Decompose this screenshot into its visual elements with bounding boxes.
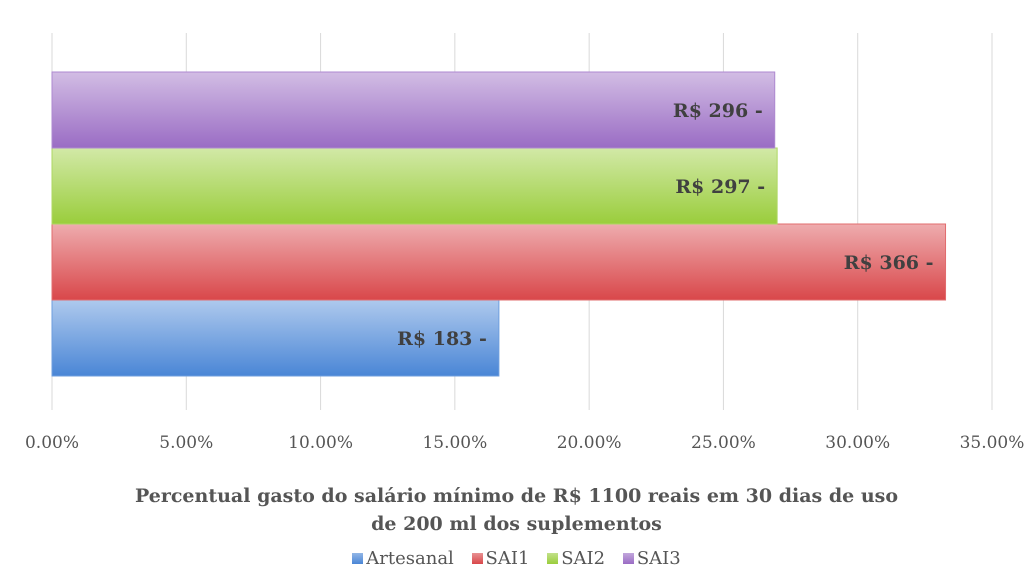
x-tick-label: 35.00% (960, 433, 1025, 453)
bar-sai1 (51, 223, 947, 301)
bar-label-sai1: R$ 366 - (844, 252, 934, 274)
bar-chart: R$ 183 - R$ 366 - R$ 297 - R$ 296 - 0.00% 5.… (25, 33, 1024, 453)
bar-label-sai3: R$ 296 - (673, 100, 763, 122)
legend-label-artesanal: Artesanal (366, 548, 454, 569)
legend: Artesanal SAI1 SAI2 SAI3 (0, 548, 1033, 569)
legend-swatch-artesanal (352, 553, 364, 564)
bar-sai3 (51, 71, 776, 149)
x-tick-label: 30.00% (825, 433, 890, 453)
legend-label-sai1: SAI1 (485, 548, 530, 569)
x-axis-title-line-1: Percentual gasto do salário mínimo de R$… (134, 485, 898, 507)
bar-artesanal (51, 299, 500, 377)
x-axis-title: Percentual gasto do salário mínimo de R$… (0, 482, 1033, 538)
legend-item-sai2: SAI2 (547, 548, 605, 569)
bars (51, 71, 947, 377)
x-tick-label: 5.00% (159, 433, 213, 453)
bar-label-artesanal: R$ 183 - (397, 328, 487, 350)
legend-swatch-sai3 (622, 553, 634, 564)
bar-label-sai2: R$ 297 - (675, 176, 765, 198)
x-tick-label: 25.00% (691, 433, 756, 453)
legend-swatch-sai1 (471, 553, 483, 564)
bar-labels: R$ 183 - R$ 366 - R$ 297 - R$ 296 - (397, 100, 933, 350)
legend-swatch-sai2 (547, 553, 559, 564)
x-axis-ticks: 0.00% 5.00% 10.00% 15.00% 20.00% 25.00% 30.00%… (25, 433, 1024, 453)
legend-label-sai3: SAI3 (636, 548, 681, 569)
x-axis-title-line-2: de 200 ml dos suplementos (371, 513, 662, 535)
legend-item-sai3: SAI3 (622, 548, 681, 569)
x-tick-label: 0.00% (25, 433, 79, 453)
bar-sai2 (51, 147, 778, 225)
legend-item-sai1: SAI1 (471, 548, 530, 569)
x-tick-label: 20.00% (557, 433, 622, 453)
x-tick-label: 15.00% (422, 433, 487, 453)
legend-label-sai2: SAI2 (561, 548, 606, 569)
legend-item-artesanal: Artesanal (352, 548, 454, 569)
x-tick-label: 10.00% (288, 433, 353, 453)
